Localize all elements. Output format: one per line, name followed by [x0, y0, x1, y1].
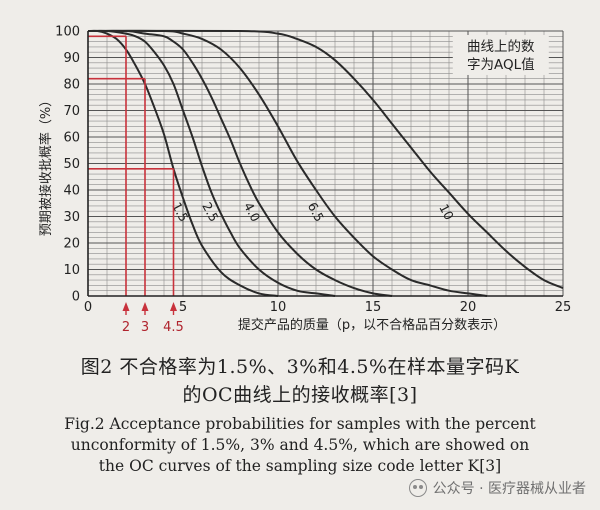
axes: 0 10 20 30 40 50 60 70 80 90 100 0 5 10 15 20 25: [55, 25, 571, 316]
oc-curve-6-5: [87, 29, 488, 297]
y-tick-label: 30: [63, 210, 80, 225]
aql-note-line2: 字为AQL值: [467, 57, 535, 73]
caption-en-line1: Fig.2 Acceptance probabilities for sampl…: [64, 415, 536, 433]
oc-curve-10: [87, 29, 564, 290]
y-tick-label: 50: [63, 157, 80, 172]
x-tick-label: 5: [179, 300, 187, 315]
caption-en-line3: the OC curves of the sampling size code …: [98, 457, 502, 475]
marker-arrow: [122, 302, 130, 311]
quality-markers: 2 3 4.5: [88, 35, 184, 335]
y-tick-label: 20: [63, 237, 80, 252]
x-tick-label: 10: [270, 300, 287, 315]
x-tick-label: 25: [555, 300, 572, 315]
y-tick-label: 40: [63, 184, 80, 199]
watermark: 公众号 · 医疗器械从业者: [408, 478, 586, 498]
y-tick-label: 10: [63, 263, 80, 278]
marker-label: 3: [141, 320, 149, 335]
curve-label: 2.5: [199, 200, 222, 225]
curve-label: 6.5: [305, 200, 328, 225]
y-tick-label: 70: [63, 104, 80, 119]
x-axis-label: 提交产品的质量（p，以不合格品百分数表示）: [238, 317, 506, 333]
caption-en-line2: unconformity of 1.5%, 3% and 4.5%, which…: [70, 436, 530, 454]
caption-cn-line1: 图2 不合格率为1.5%、3%和4.5%在样本量字码K: [80, 356, 520, 378]
oc-curve-2-5: [87, 29, 336, 297]
marker-label: 4.5: [163, 320, 184, 335]
curve-label: 1.5: [169, 200, 192, 225]
x-tick-label: 20: [460, 300, 477, 315]
watermark-text: 公众号 · 医疗器械从业者: [432, 481, 586, 497]
y-tick-label: 100: [55, 25, 80, 40]
y-axis-label: 预期被接收批概率（%）: [38, 94, 54, 236]
curve-labels: 1.5 2.5 4.0 6.5 10: [169, 200, 457, 225]
y-tick-label: 60: [63, 131, 80, 146]
marker-label: 2: [122, 320, 130, 335]
y-tick-label: 90: [63, 51, 80, 66]
marker-arrow: [141, 302, 149, 311]
caption-cn-line2: 的OC曲线上的接收概率[3]: [182, 384, 418, 406]
y-tick-label: 80: [63, 78, 80, 93]
wechat-icon: [408, 479, 427, 497]
aql-note-line1: 曲线上的数: [467, 39, 535, 55]
aql-note-box: [452, 34, 549, 75]
curve-label: 10: [436, 201, 457, 222]
x-tick-label: 0: [84, 300, 92, 315]
marker-arrow: [170, 302, 177, 311]
x-tick-label: 15: [365, 300, 382, 315]
y-tick-label: 0: [72, 290, 80, 305]
oc-curve-4-0: [87, 29, 393, 297]
oc-curves: [87, 29, 564, 297]
oc-chart: 1.5 2.5 4.0 6.5 10 2 3 4.5 0102030405060708090…: [38, 25, 571, 336]
